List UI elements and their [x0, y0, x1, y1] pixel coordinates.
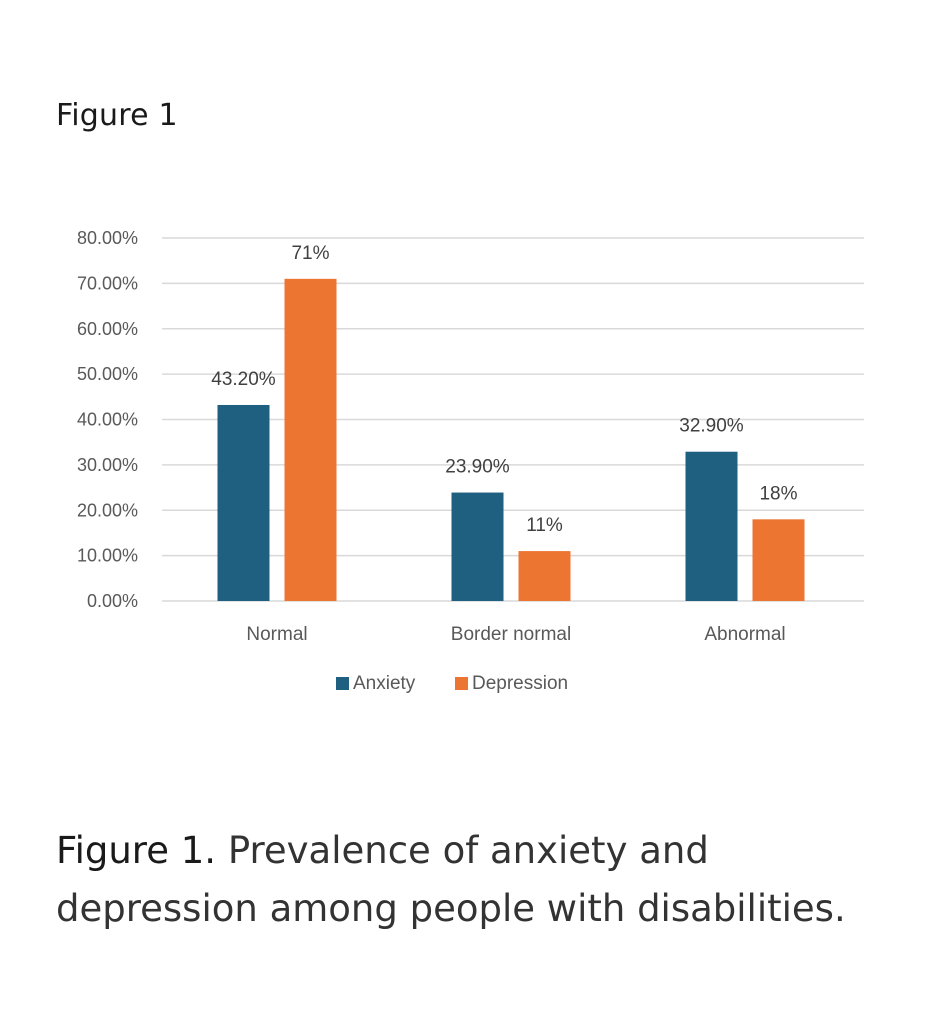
bar-anxiety-normal — [217, 404, 270, 601]
y-tick-label: 30.00% — [77, 455, 138, 475]
bar-depression-border-normal — [518, 551, 571, 601]
y-tick-label: 80.00% — [77, 228, 138, 248]
data-label: 32.90% — [679, 416, 744, 437]
category-label: Abnormal — [704, 624, 785, 645]
y-tick-label: 70.00% — [77, 273, 138, 293]
data-label: 71% — [291, 243, 329, 264]
bars — [217, 278, 805, 601]
y-tick-label: 20.00% — [77, 500, 138, 520]
legend-swatch-anxiety — [336, 677, 349, 690]
category-label: Border normal — [451, 624, 571, 645]
bar-anxiety-border-normal — [451, 492, 504, 601]
bar-depression-normal — [284, 278, 337, 601]
caption-label: Figure 1. — [56, 829, 217, 872]
figure-caption: Figure 1. Prevalence of anxiety and depr… — [56, 822, 896, 938]
y-tick-label: 60.00% — [77, 319, 138, 339]
bar-anxiety-abnormal — [685, 451, 738, 601]
data-label: 11% — [526, 515, 563, 536]
legend-label-anxiety: Anxiety — [353, 673, 416, 694]
x-axis-categories: Normal Border normal Abnormal — [246, 624, 785, 645]
y-tick-label: 50.00% — [77, 364, 138, 384]
legend-swatch-depression — [455, 677, 468, 690]
bar-chart: 0.00% 10.00% 20.00% 30.00% 40.00% 50.00% 60.00… — [77, 228, 864, 694]
data-label: 23.90% — [445, 457, 510, 478]
caption-text: Prevalence of anxiety and depression amo… — [56, 829, 846, 930]
figure-heading: Figure 1 — [56, 98, 178, 133]
data-labels: 43.20% 71% 23.90% 11% 32.90% 18% — [211, 243, 797, 536]
legend-label-depression: Depression — [472, 673, 568, 694]
category-label: Normal — [246, 624, 307, 645]
y-tick-label: 40.00% — [77, 410, 138, 430]
data-label: 43.20% — [211, 369, 276, 390]
data-label: 18% — [759, 483, 797, 504]
bar-depression-abnormal — [752, 519, 805, 601]
legend: Anxiety Depression — [336, 673, 568, 694]
y-tick-label: 0.00% — [87, 591, 138, 611]
y-tick-label: 10.00% — [77, 546, 138, 566]
gridlines — [162, 237, 864, 602]
y-axis-ticks: 0.00% 10.00% 20.00% 30.00% 40.00% 50.00% 60.00… — [77, 228, 138, 611]
